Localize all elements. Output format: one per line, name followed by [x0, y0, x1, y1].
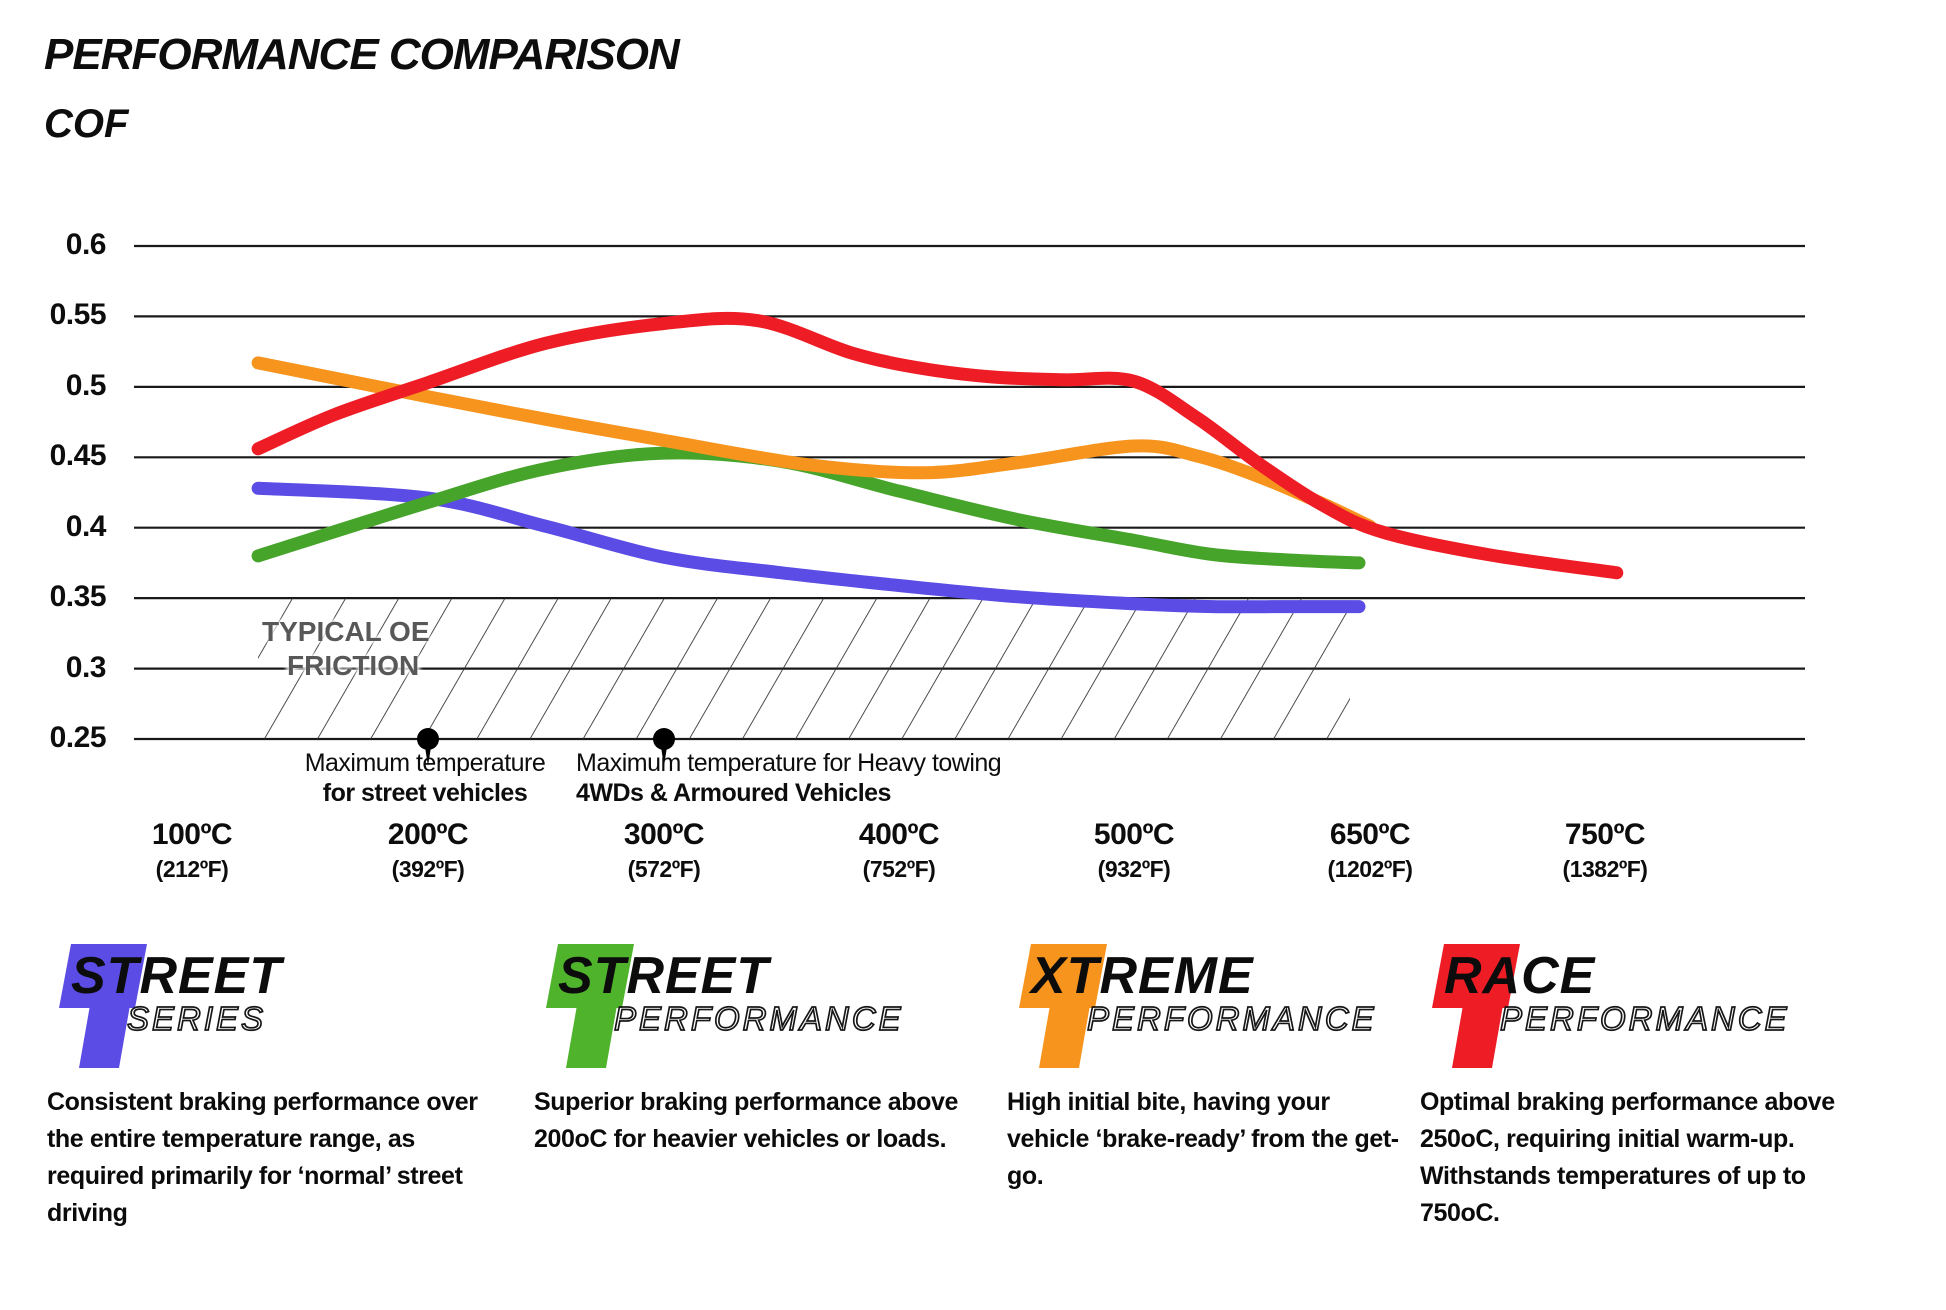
x-tick-fahrenheit: (752ºF) — [862, 856, 936, 882]
annotation-line1: Maximum temperature for Heavy towing — [576, 749, 1002, 777]
curve-xtreme-performance — [251, 356, 1377, 533]
legend-description: Optimal braking performance above 250oC,… — [1420, 1088, 1835, 1227]
x-tick-label: 500ºC (932ºF) — [1014, 818, 1254, 883]
annotation-street-vehicles: Maximum temperature for street vehicles — [205, 748, 645, 808]
annotation-line1: Maximum temperature — [304, 749, 546, 777]
y-tick-label: 0.4 — [65, 509, 107, 543]
legend-description: High initial bite, having your vehicle ‘… — [1007, 1088, 1399, 1190]
logo-line2: PERFORMANCE — [1499, 999, 1790, 1038]
x-tick-fahrenheit: (1382ºF) — [1562, 856, 1648, 882]
x-tick-celsius: 200ºC — [387, 818, 469, 851]
four-badge-icon — [1019, 944, 1107, 1068]
four-badge-icon — [546, 944, 634, 1068]
y-axis-title: COF — [44, 102, 129, 146]
x-tick-fahrenheit: (212ºF) — [155, 856, 229, 882]
x-tick-fahrenheit: (932ºF) — [1097, 856, 1171, 882]
y-tick-label: 0.55 — [49, 298, 107, 332]
logo-line2: PERFORMANCE — [613, 999, 904, 1038]
marker-dot — [653, 728, 675, 750]
annotation-line2: 4WDs & Armoured Vehicles — [576, 779, 891, 807]
x-tick-celsius: 100ºC — [151, 818, 233, 851]
x-tick-fahrenheit: (392ºF) — [391, 856, 465, 882]
four-badge-icon — [59, 944, 147, 1068]
x-tick-fahrenheit: (1202ºF) — [1327, 856, 1413, 882]
x-tick-celsius: 300ºC — [623, 818, 705, 851]
oe-band-label-line1: TYPICAL OE — [262, 616, 430, 647]
logo-line1: RACE — [1444, 947, 1596, 1005]
marker-pin-stem — [425, 747, 431, 766]
x-tick-label: 300ºC (572ºF) — [544, 818, 784, 883]
legend-card-xtreme-performance: XTREME PERFORMANCE High initial bite, ha… — [1007, 944, 1407, 1195]
y-tick-label: 0.35 — [49, 580, 107, 614]
logo-line1: STREET — [558, 947, 770, 1005]
street-performance-logo: STREET PERFORMANCE — [534, 944, 986, 1070]
x-tick-fahrenheit: (572ºF) — [627, 856, 701, 882]
street-series-logo: STREET SERIES — [47, 944, 499, 1070]
x-tick-label: 100ºC (212ºF) — [72, 818, 312, 883]
x-tick-label: 400ºC (752ºF) — [779, 818, 1019, 883]
legend-card-race-performance: RACE PERFORMANCE Optimal braking perform… — [1420, 944, 1882, 1232]
x-tick-celsius: 400ºC — [858, 818, 940, 851]
x-tick-celsius: 750ºC — [1564, 818, 1646, 851]
x-tick-celsius: 500ºC — [1093, 818, 1175, 851]
legend-card-street-series: STREET SERIES Consistent braking perform… — [47, 944, 499, 1232]
oe-band-label-line2: FRICTION — [287, 650, 420, 681]
annotation-heavy-towing: Maximum temperature for Heavy towing 4WD… — [576, 748, 1136, 808]
y-tick-label: 0.6 — [65, 228, 107, 261]
curve-street-performance — [251, 446, 1366, 570]
x-tick-label: 750ºC (1382ºF) — [1485, 818, 1725, 883]
logo-line1: STREET — [71, 947, 283, 1005]
x-tick-celsius: 650ºC — [1329, 818, 1411, 851]
curve-street-series — [251, 481, 1366, 614]
y-tick-label: 0.5 — [65, 368, 107, 402]
page-title: PERFORMANCE COMPARISON — [44, 30, 680, 79]
marker-dot — [417, 728, 439, 750]
logo-line2: SERIES — [126, 999, 267, 1038]
race-performance-logo: RACE PERFORMANCE — [1420, 944, 1882, 1070]
xtreme-performance-logo: XTREME PERFORMANCE — [1007, 944, 1407, 1070]
logo-line1: XTREME — [1031, 947, 1254, 1005]
marker-pin-stem — [661, 747, 667, 766]
x-tick-label: 200ºC (392ºF) — [308, 818, 548, 883]
x-tick-label: 650ºC (1202ºF) — [1250, 818, 1490, 883]
curve-race-performance — [251, 311, 1624, 580]
temperature-markers — [417, 728, 675, 766]
legend-card-street-performance: STREET PERFORMANCE Superior braking perf… — [534, 944, 986, 1158]
annotation-line2: for street vehicles — [322, 779, 528, 807]
y-tick-label: 0.3 — [65, 650, 107, 684]
series-curves — [251, 311, 1624, 614]
typical-oe-friction-band — [258, 598, 1350, 739]
four-badge-icon — [1432, 944, 1520, 1068]
logo-line2: PERFORMANCE — [1086, 999, 1377, 1038]
y-tick-label: 0.25 — [49, 721, 107, 754]
legend-description: Consistent braking performance over the … — [47, 1088, 478, 1227]
legend-description: Superior braking performance above 200oC… — [534, 1088, 959, 1153]
y-tick-label: 0.45 — [49, 439, 107, 473]
